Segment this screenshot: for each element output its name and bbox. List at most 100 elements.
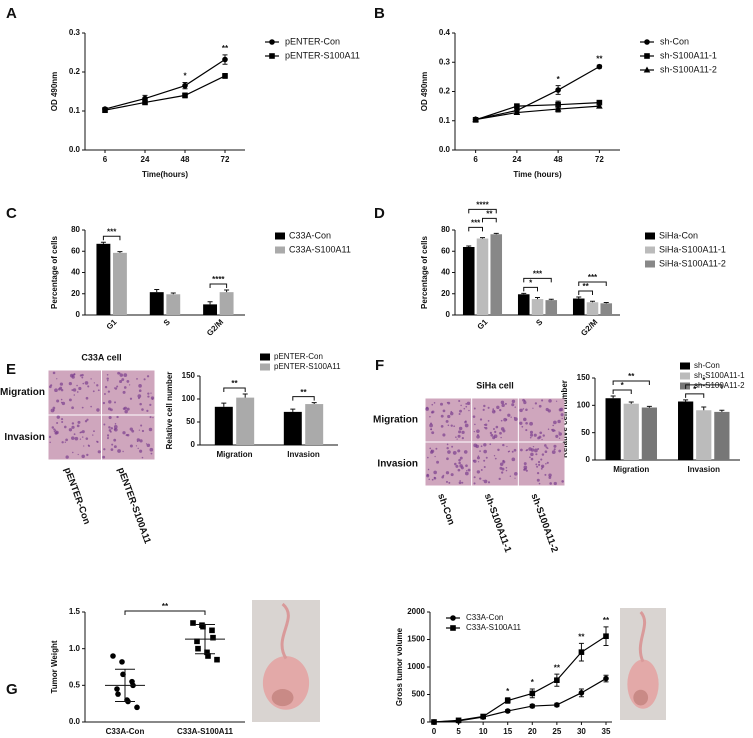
bar — [490, 234, 503, 315]
stain — [546, 447, 549, 450]
stain — [64, 425, 67, 429]
stain — [541, 453, 545, 456]
mouse-tail — [638, 610, 647, 663]
marker — [455, 717, 462, 724]
stain — [61, 420, 64, 424]
significance-bracket — [685, 384, 723, 389]
error-bar — [521, 292, 527, 295]
bar — [531, 299, 544, 315]
bar — [714, 411, 730, 460]
legend-label: C33A-Con — [466, 613, 503, 622]
stain — [431, 431, 435, 435]
significance-label: * — [529, 279, 533, 288]
y-tick-label: 0 — [76, 310, 81, 319]
error-bar — [466, 245, 472, 247]
marker — [210, 634, 216, 641]
stain — [548, 473, 552, 478]
stain — [61, 441, 64, 444]
stain — [541, 466, 544, 468]
stain — [77, 453, 79, 456]
stain — [87, 385, 90, 388]
stain — [551, 428, 553, 431]
stain — [457, 449, 461, 453]
stain — [542, 434, 545, 437]
stain — [525, 421, 528, 425]
stain — [92, 390, 95, 393]
stain — [455, 464, 459, 468]
stain — [150, 452, 153, 455]
x-tick-label: Migration — [217, 450, 253, 459]
stain — [93, 382, 95, 384]
stain — [103, 448, 106, 451]
panel-label: B — [374, 5, 385, 22]
stain — [54, 429, 57, 432]
legend-label: C33A-S100A11 — [466, 623, 522, 632]
stain — [461, 481, 464, 484]
legend-label: sh-S100A11-2 — [694, 381, 745, 390]
stain — [549, 482, 552, 485]
stain — [493, 428, 495, 430]
marker — [102, 107, 108, 114]
stain — [511, 450, 514, 453]
stain — [513, 417, 518, 421]
stain — [530, 433, 534, 437]
stain — [544, 450, 548, 454]
legend-label: pENTER-Con — [274, 352, 323, 361]
stain — [510, 416, 512, 418]
stain — [429, 447, 432, 450]
stain — [71, 406, 74, 410]
stain — [48, 385, 52, 389]
error-bar — [100, 241, 106, 244]
stain — [106, 379, 109, 382]
stain — [78, 386, 82, 391]
stain — [90, 405, 92, 408]
stain — [537, 436, 540, 440]
stain — [547, 428, 550, 430]
stain — [60, 398, 63, 401]
stain — [500, 436, 502, 439]
stain — [119, 372, 121, 374]
stain — [135, 445, 138, 447]
stain — [476, 429, 480, 433]
marker — [222, 73, 228, 79]
stain — [476, 456, 480, 460]
stain — [491, 409, 496, 414]
significance-label: ** — [300, 388, 307, 397]
stain — [124, 409, 128, 414]
marker — [142, 99, 148, 106]
row-label: Invasion — [377, 459, 418, 470]
bar — [283, 411, 302, 445]
bar — [641, 407, 657, 460]
stain — [68, 398, 72, 402]
stain — [557, 419, 561, 424]
significance-label: * — [621, 381, 625, 390]
marker — [110, 653, 116, 659]
significance-label: * — [693, 385, 697, 394]
column-label: pENTER-Con — [62, 466, 93, 526]
stain — [458, 399, 461, 403]
stain — [138, 384, 142, 388]
y-tick-label: 0 — [421, 717, 426, 726]
annotation: * — [557, 75, 561, 84]
stain — [60, 388, 64, 392]
y-tick-label: 20 — [71, 289, 80, 298]
error-bar — [683, 399, 689, 402]
y-tick-label: 40 — [441, 268, 450, 277]
stain — [440, 414, 444, 418]
bar — [214, 406, 233, 445]
stain — [461, 430, 465, 434]
legend-label: SiHa-Con — [659, 230, 698, 240]
micrograph — [102, 415, 155, 460]
marker — [555, 101, 561, 108]
stain — [544, 473, 547, 476]
stain — [107, 390, 111, 393]
x-tick-label: Invasion — [688, 465, 721, 474]
stain — [53, 409, 55, 411]
stain — [494, 430, 497, 434]
x-tick-label: 24 — [512, 155, 521, 164]
error-bar — [154, 289, 160, 293]
stain — [463, 450, 468, 454]
stain — [539, 431, 543, 435]
significance-label: *** — [471, 219, 481, 228]
bar — [545, 300, 558, 315]
